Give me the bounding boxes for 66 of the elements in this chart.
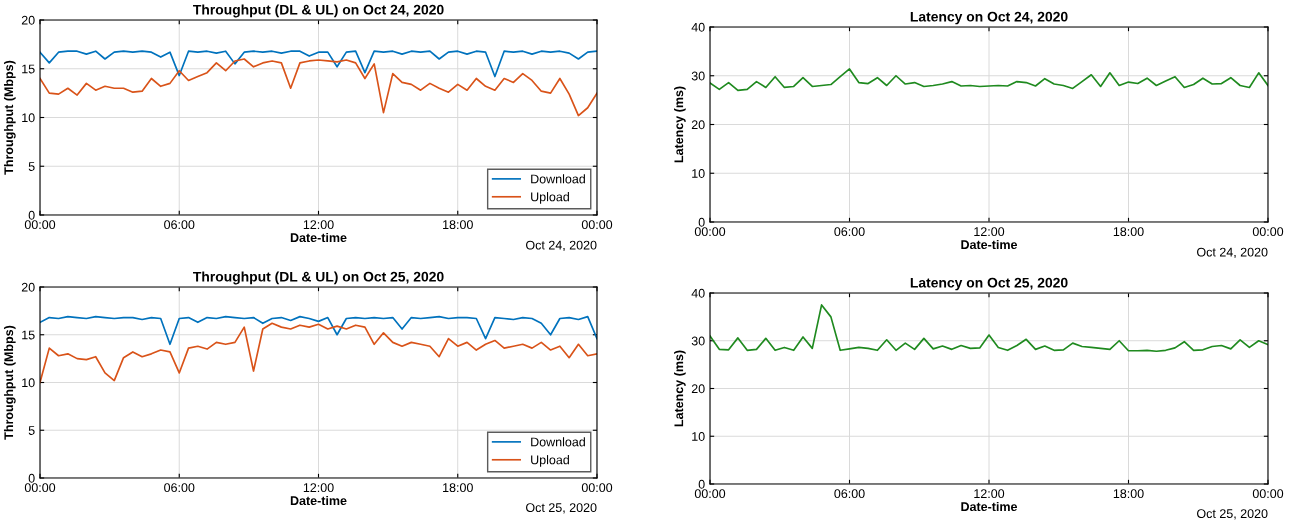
x-tick-label: 00:00 bbox=[24, 220, 56, 230]
y-tick-label: 10 bbox=[692, 169, 705, 178]
x-tick-label: 00:00 bbox=[1252, 489, 1284, 499]
x-tick-label: 00:00 bbox=[694, 489, 726, 499]
chart-title: Latency on Oct 24, 2020 bbox=[910, 11, 1068, 25]
y-tick-label: 0 bbox=[698, 479, 705, 489]
line-series bbox=[710, 304, 1268, 353]
x-tick-label: 00:00 bbox=[581, 483, 613, 493]
x-tick-label: 06:00 bbox=[834, 489, 865, 499]
x-tick-label: 18:00 bbox=[443, 220, 473, 230]
y-tick-label: 40 bbox=[691, 22, 705, 32]
y-tick-label: 20 bbox=[21, 15, 35, 25]
x-tick-label: 00:00 bbox=[1252, 227, 1284, 237]
x-tick-label: 12:00 bbox=[303, 220, 334, 230]
text: Oct 24, 2020 bbox=[1197, 247, 1268, 259]
y-tick-label: 20 bbox=[21, 282, 35, 292]
y-tick-label: 10 bbox=[22, 378, 35, 388]
y-axis-title: Throughput (Mbps) bbox=[3, 325, 16, 440]
x-tick-label: 18:00 bbox=[1113, 489, 1144, 499]
y-tick-label: 30 bbox=[691, 336, 705, 346]
y-tick-label: 15 bbox=[22, 330, 35, 340]
chart-title: Throughput (DL & UL) on Oct 25, 2020 bbox=[193, 271, 444, 285]
line-series bbox=[710, 68, 1268, 92]
y-tick-label: 10 bbox=[22, 113, 35, 123]
y-tick-label: 5 bbox=[28, 162, 35, 171]
line-series bbox=[40, 58, 597, 117]
x-axis-title: Date-time bbox=[961, 239, 1018, 250]
y-tick-label: 10 bbox=[692, 432, 705, 441]
legend-label: Download bbox=[531, 174, 585, 184]
x-tick-label: 12:00 bbox=[303, 483, 334, 493]
line-series bbox=[40, 322, 597, 384]
y-tick-label: 0 bbox=[28, 210, 35, 220]
y-tick-label: 0 bbox=[28, 473, 35, 483]
y-tick-label: 30 bbox=[691, 71, 705, 81]
x-axis-title: Date-time bbox=[290, 495, 347, 506]
y-tick-label: 40 bbox=[691, 288, 705, 298]
text: Oct 25, 2020 bbox=[1197, 509, 1268, 520]
text: Oct 24, 2020 bbox=[526, 240, 597, 252]
chart-title: Latency on Oct 25, 2020 bbox=[910, 277, 1068, 291]
x-tick-label: 18:00 bbox=[1113, 227, 1144, 237]
y-axis-title: Latency (ms) bbox=[674, 86, 686, 163]
y-axis-title: Latency (ms) bbox=[674, 350, 686, 427]
x-axis-title: Date-time bbox=[290, 232, 347, 243]
x-axis-title: Date-time bbox=[961, 501, 1018, 512]
x-tick-label: 12:00 bbox=[974, 227, 1005, 237]
x-tick-label: 12:00 bbox=[974, 489, 1005, 499]
x-tick-label: 00:00 bbox=[581, 220, 613, 230]
y-axis-title: Throughput (Mbps) bbox=[3, 60, 16, 175]
y-tick-label: 0 bbox=[698, 217, 705, 227]
legend-label: Upload bbox=[531, 192, 569, 204]
y-tick-label: 20 bbox=[691, 120, 705, 130]
x-tick-label: 00:00 bbox=[24, 483, 56, 493]
y-tick-label: 5 bbox=[28, 426, 35, 435]
chart-title: Throughput (DL & UL) on Oct 24, 2020 bbox=[193, 4, 444, 18]
x-tick-label: 06:00 bbox=[164, 483, 195, 493]
line-series bbox=[40, 315, 597, 346]
x-tick-label: 00:00 bbox=[694, 227, 726, 237]
x-tick-label: 18:00 bbox=[443, 483, 473, 493]
y-tick-label: 15 bbox=[22, 64, 35, 74]
y-tick-label: 20 bbox=[691, 384, 705, 394]
legend-label: Download bbox=[531, 437, 585, 447]
x-tick-label: 06:00 bbox=[164, 220, 195, 230]
text: Oct 25, 2020 bbox=[526, 503, 597, 514]
line-series bbox=[40, 50, 597, 78]
x-tick-label: 06:00 bbox=[834, 227, 865, 237]
legend-label: Upload bbox=[531, 455, 569, 467]
